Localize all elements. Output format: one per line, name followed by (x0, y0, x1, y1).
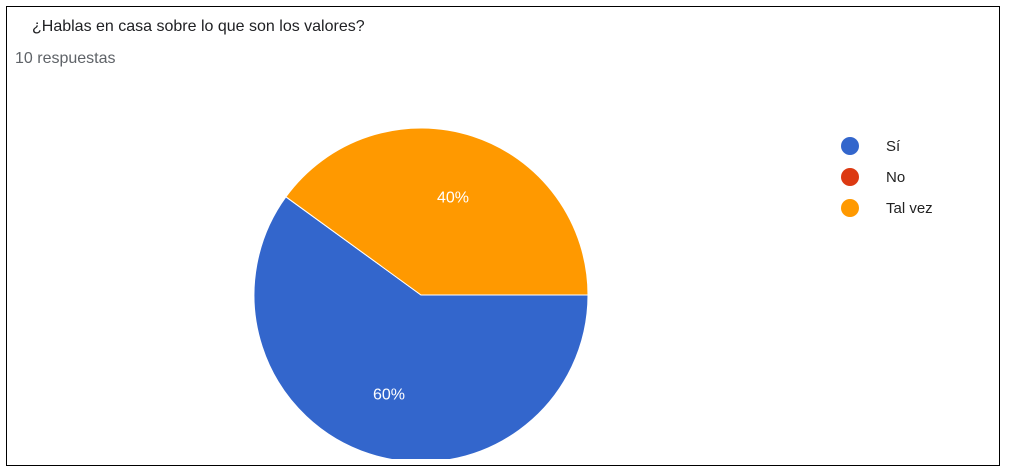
response-count: 10 respuestas (15, 50, 116, 67)
pie-slices (253, 127, 589, 459)
chart-legend: Sí No Tal vez (841, 137, 933, 217)
legend-label-no: No (886, 169, 905, 186)
data-label-tal-vez: 40% (437, 190, 469, 207)
legend-swatch-tal-vez (841, 199, 859, 217)
legend-label-si: Sí (886, 138, 901, 155)
legend-label-tal-vez: Tal vez (886, 200, 933, 217)
legend-swatch-si (841, 137, 859, 155)
pie-slice-tal-vez[interactable] (285, 127, 589, 296)
data-label-si: 60% (373, 386, 405, 403)
pie-data-labels: 60% 40% (373, 190, 469, 404)
legend-swatch-no (841, 168, 859, 186)
question-title: ¿Hablas en casa sobre lo que son los val… (32, 18, 365, 35)
pie-slice-si[interactable] (253, 196, 589, 459)
